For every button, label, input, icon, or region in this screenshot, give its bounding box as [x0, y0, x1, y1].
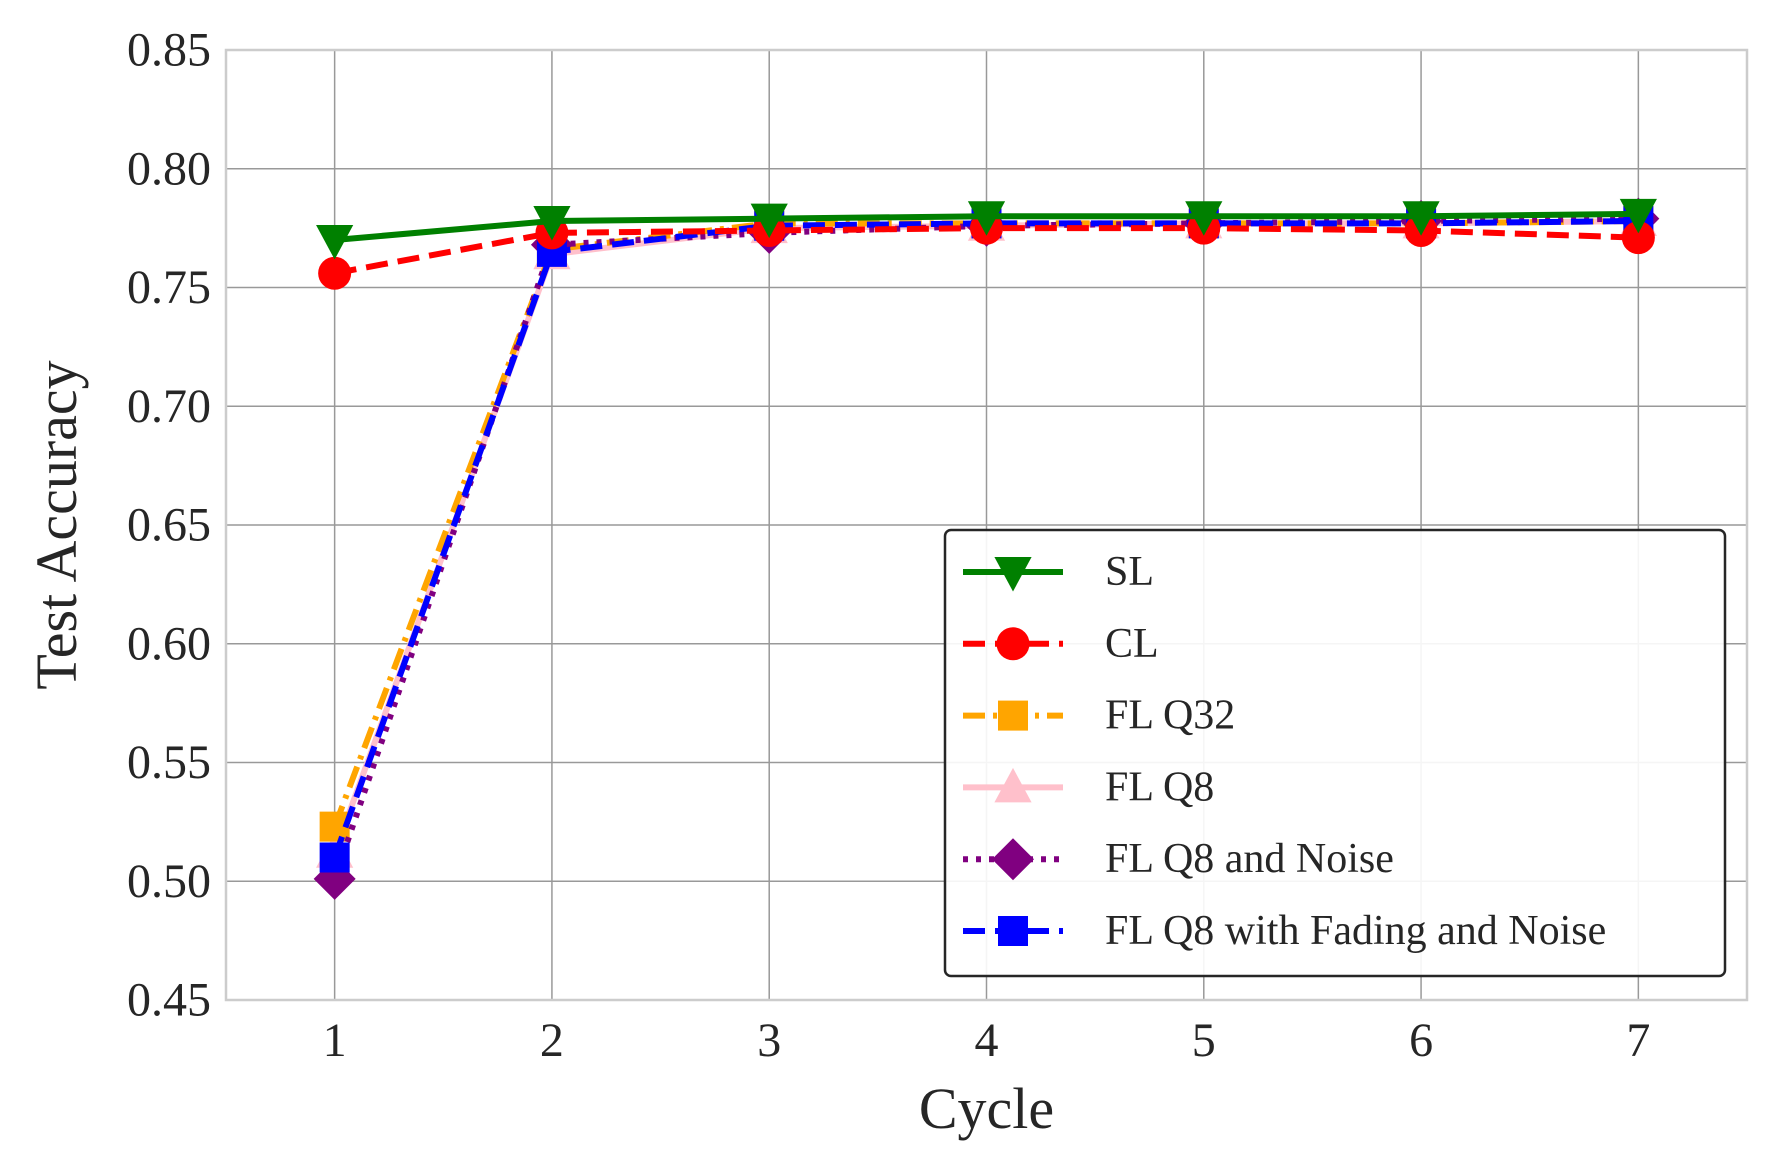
legend: SL CL FL Q32 FL Q8 FL Q8 and Noise FL Q8 with…	[943, 528, 1727, 978]
data-point-sl	[1619, 198, 1657, 234]
legend-entry-sl: SL	[963, 549, 1154, 595]
data-point-sl	[316, 225, 354, 260]
y-tick-label: 0.65	[127, 499, 211, 552]
x-tick-label: 4	[975, 1014, 999, 1067]
series-layer	[313, 197, 1660, 900]
y-tick-label: 0.70	[127, 380, 211, 433]
series-sl	[316, 198, 1657, 260]
data-point-sl	[1185, 201, 1223, 236]
y-tick-label: 0.60	[127, 617, 211, 670]
data-point-sl	[1402, 201, 1440, 236]
legend-entry-fl-q8: FL Q8	[963, 764, 1214, 810]
x-tick-label: 7	[1626, 1014, 1650, 1067]
legend-marker	[992, 838, 1034, 881]
y-tick-label: 0.55	[127, 736, 211, 789]
data-point-sl	[750, 203, 788, 239]
legend-entry-fl-q8-with-fading-and-noise: FL Q8 with Fading and Noise	[963, 908, 1606, 954]
y-tick-label: 0.75	[127, 261, 211, 314]
legend-box	[943, 528, 1727, 978]
legend-marker	[998, 916, 1028, 946]
legend-marker	[994, 557, 1032, 592]
x-tick-label: 2	[540, 1014, 564, 1067]
x-tick-label: 5	[1192, 1014, 1216, 1067]
y-axis-label: Test Accuracy	[24, 360, 89, 689]
x-axis-ticks: 1 2 3 4 5 6 7	[323, 1014, 1651, 1067]
x-tick-label: 3	[757, 1014, 781, 1067]
legend-label: FL Q8 with Fading and Noise	[1105, 908, 1606, 954]
legend-label: FL Q8 and Noise	[1105, 836, 1394, 882]
x-axis-label: Cycle	[919, 1076, 1054, 1141]
plot-frame	[224, 48, 1749, 1002]
data-point-sl	[967, 201, 1006, 236]
data-point-cl	[318, 256, 352, 290]
y-tick-label: 0.80	[127, 142, 211, 195]
legend-entry-cl: CL	[963, 621, 1159, 667]
legend-label: CL	[1105, 621, 1159, 667]
legend-label: FL Q8	[1105, 764, 1214, 810]
legend-marker	[998, 700, 1028, 731]
y-axis-ticks: 0.45 0.50 0.55 0.60 0.65 0.70 0.75 0.80 0.85	[127, 24, 211, 1027]
legend-marker	[996, 627, 1030, 661]
x-tick-label: 6	[1409, 1014, 1433, 1067]
data-point-sl	[533, 206, 571, 241]
legend-label: FL Q32	[1105, 693, 1235, 739]
y-tick-label: 0.85	[127, 24, 211, 77]
y-tick-label: 0.50	[127, 855, 211, 908]
y-tick-label: 0.45	[127, 974, 211, 1027]
legend-marker	[994, 767, 1032, 803]
x-tick-label: 1	[323, 1014, 347, 1067]
data-point-cl	[1621, 221, 1655, 255]
data-point-fl-q8-with-fading-and-noise	[319, 842, 350, 873]
legend-entry-fl-q32: FL Q32	[963, 693, 1235, 739]
legend-label: SL	[1105, 549, 1154, 595]
legend-entry-fl-q8-and-noise: FL Q8 and Noise	[963, 836, 1394, 882]
